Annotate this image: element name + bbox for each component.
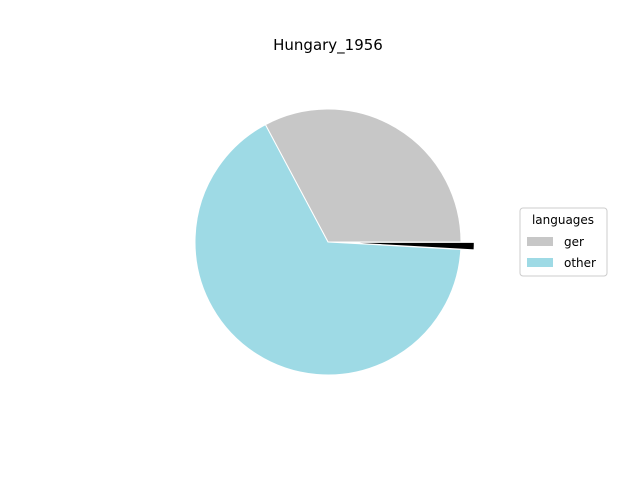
pie-slice-ger	[264, 108, 462, 243]
legend-swatch-ger	[527, 237, 553, 246]
legend-label-ger: ger	[564, 235, 584, 249]
pie-slice-other	[194, 124, 462, 376]
chart-title: Hungary_1956	[273, 36, 383, 55]
legend-swatch-other	[527, 258, 553, 267]
pie-slices	[194, 108, 475, 376]
legend: languages ger other	[519, 207, 608, 277]
pie-slice-unlabeled-2	[340, 241, 475, 251]
legend-items: ger other	[527, 235, 596, 270]
legend-title: languages	[532, 213, 594, 227]
legend-label-other: other	[564, 256, 596, 270]
